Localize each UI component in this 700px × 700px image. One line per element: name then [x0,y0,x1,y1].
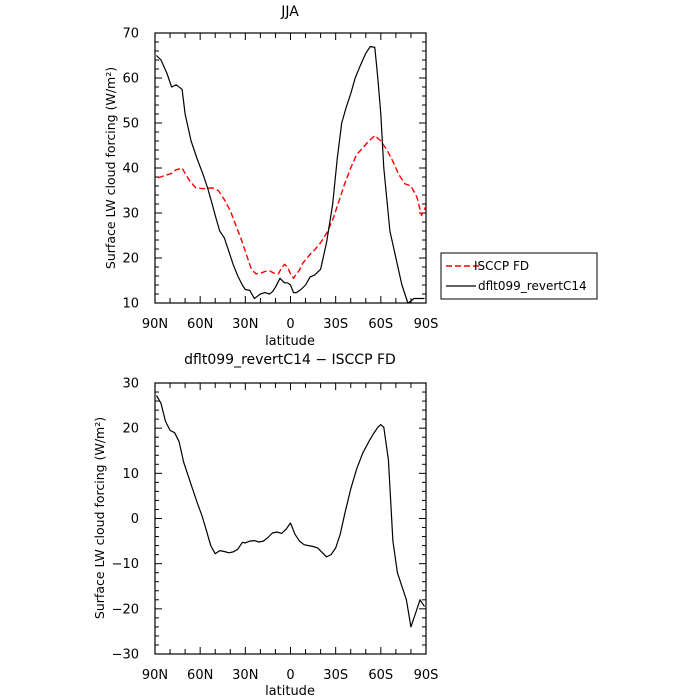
panel1-xtick-label: 30N [232,317,258,332]
panel2-frame [154,382,427,655]
panel1-y-axis-label: Surface LW cloud forcing (W/m²) [103,67,118,269]
panel1-x-tick-labels: 90N 60N 30N 0 30S 60S 90S [142,317,439,332]
panel2-ytick-label: −20 [112,602,139,617]
panel2-ytick-label: 20 [122,422,139,437]
panel1-y-tick-labels: 10 20 30 40 50 60 70 [122,27,139,312]
panel2-x-axis-label: latitude [265,684,315,699]
panel2-ytick-label: 30 [122,377,139,392]
panel2-series [155,395,426,628]
panel1-series [156,45,427,304]
panel2-y-axis-label: Surface LW cloud forcing (W/m²) [92,417,107,619]
panel1-ytick-label: 50 [122,117,139,132]
panel2-xtick-label: 60S [368,668,393,683]
panel2-y-tick-labels: −30 −20 −10 0 10 20 30 [112,377,139,663]
panel-jja: JJA 90N 60N 30N 0 30S 60S 90S 10 20 30 4… [103,4,438,349]
panel1-xtick-label: 60S [368,317,393,332]
panel2-xtick-label: 90S [414,668,439,683]
panel1-ticks [154,32,427,304]
panel2-series-line-difference [155,395,426,628]
panel1-series-line-dflt099-revertc14 [156,45,425,304]
panel2-ytick-label: 0 [131,512,139,527]
panel2-ticks [154,382,427,655]
panel2-ytick-label: −10 [112,557,139,572]
panel1-xtick-label: 60N [187,317,213,332]
legend-box [440,252,598,300]
legend: ISCCP FD dflt099_revertC14 [440,252,598,300]
panel1-ytick-label: 70 [122,27,139,42]
legend-label-isccp: ISCCP FD [474,259,529,273]
panel2-xtick-label: 0 [286,668,294,683]
panel1-x-axis-label: latitude [265,334,315,349]
panel2-xtick-label: 60N [187,668,213,683]
panel1-frame [154,32,427,304]
panel1-xtick-label: 90N [142,317,168,332]
panel1-ytick-label: 30 [122,207,139,222]
panel1-title: JJA [280,4,299,20]
panel2-ytick-label: 10 [122,467,139,482]
panel1-xtick-label: 0 [286,317,294,332]
panel1-ytick-label: 10 [122,297,139,312]
panel1-xtick-label: 90S [414,317,439,332]
panel1-ytick-label: 40 [122,162,139,177]
panel2-xtick-label: 30N [232,668,258,683]
panel1-ytick-label: 20 [122,252,139,267]
panel1-xtick-label: 30S [323,317,348,332]
panel2-xtick-label: 30S [323,668,348,683]
panel2-x-tick-labels: 90N 60N 30N 0 30S 60S 90S [142,668,439,683]
panel2-ytick-label: −30 [112,648,139,663]
panel2-title: dflt099_revertC14 − ISCCP FD [184,352,396,368]
legend-label-model: dflt099_revertC14 [478,279,587,293]
panel1-series-line-isccp-fd [157,134,427,279]
panel-difference: dflt099_revertC14 − ISCCP FD 90N 60N 30N… [92,352,438,699]
panel1-ytick-label: 60 [122,72,139,87]
panel2-xtick-label: 90N [142,668,168,683]
